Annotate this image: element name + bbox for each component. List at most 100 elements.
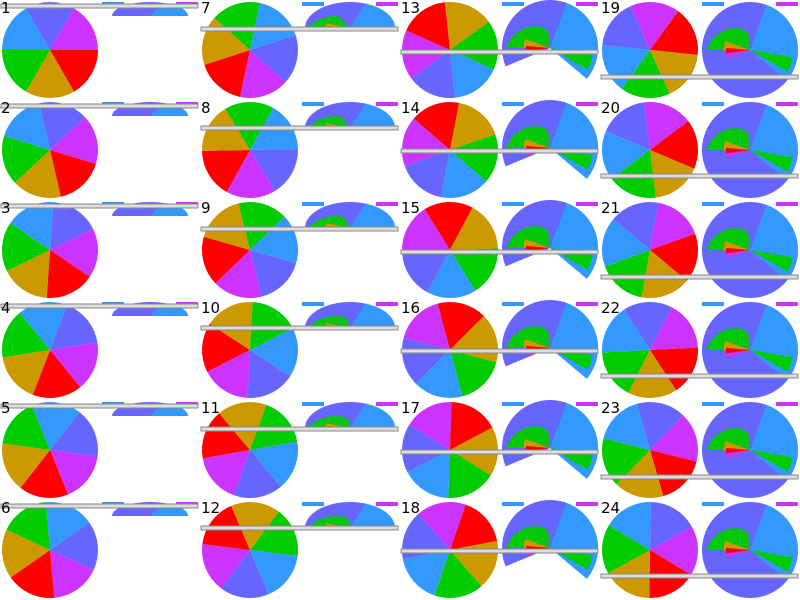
fan-step — [524, 426, 550, 448]
fan-step — [738, 428, 750, 450]
pie-wedge — [250, 328, 298, 377]
fan-step — [720, 130, 750, 150]
fan-step — [325, 416, 350, 428]
fan-step — [338, 116, 350, 128]
fan-step — [520, 528, 550, 548]
fan-part — [150, 102, 188, 116]
cell-label: 4 — [1, 299, 11, 317]
pie-wedge — [2, 443, 51, 488]
fan-step — [531, 525, 550, 548]
pie-wedge — [219, 401, 267, 450]
pie-wedge — [437, 302, 484, 350]
fan-part — [150, 402, 188, 416]
pie-wedge — [450, 504, 498, 550]
fan-step — [538, 26, 550, 48]
bar-outline — [200, 226, 399, 232]
cell-label: 14 — [401, 99, 420, 117]
fan-step — [727, 227, 750, 250]
pie-wedge — [650, 526, 698, 575]
pie-wedge — [602, 6, 650, 50]
fan-step — [527, 225, 550, 248]
fan-step — [746, 231, 750, 250]
pie-wedge — [50, 150, 96, 197]
fan-step — [717, 432, 750, 450]
fan-step — [720, 30, 750, 50]
fan-step — [338, 516, 350, 528]
pie-wedge — [50, 450, 98, 495]
pie-wedge — [418, 502, 466, 550]
marker — [376, 502, 398, 506]
pie-wedge — [602, 219, 650, 267]
fan-step — [341, 316, 350, 328]
fan-step — [531, 325, 550, 348]
bar-outline — [600, 573, 799, 579]
pie-wedge — [238, 201, 285, 250]
bar-outline — [0, 403, 199, 409]
pie-wedge — [650, 11, 698, 56]
marker — [502, 2, 524, 6]
fan-step — [723, 340, 750, 350]
marker — [776, 2, 798, 6]
fan-step — [543, 128, 550, 148]
fan-step — [724, 128, 750, 150]
fan-step — [727, 27, 750, 50]
marker — [702, 102, 724, 106]
fan-part — [150, 302, 188, 316]
pie-wedge — [644, 102, 689, 150]
cell: 7 — [200, 0, 399, 99]
fan-step — [720, 530, 750, 550]
cell-label: 16 — [401, 299, 420, 317]
marker — [576, 502, 598, 506]
fan-step — [325, 116, 350, 128]
bar-outline — [200, 525, 399, 531]
fan-part — [350, 3, 395, 29]
fan-step — [727, 327, 750, 350]
pie-wedge — [250, 550, 298, 595]
fan-step — [524, 526, 550, 548]
pie-wedge — [250, 35, 298, 83]
fan-step — [734, 127, 750, 150]
fan-step — [723, 540, 750, 550]
fan-step — [325, 16, 350, 28]
marker — [376, 302, 398, 306]
pie-wedge — [250, 441, 298, 487]
pie-wedge — [20, 450, 68, 498]
cell-label: 5 — [1, 399, 11, 417]
marker — [776, 402, 798, 406]
fan-step — [738, 128, 750, 150]
cell-label: 7 — [201, 0, 211, 17]
pie-wedge — [404, 150, 450, 198]
pie-wedge — [630, 1, 679, 50]
fan-step — [743, 530, 750, 550]
pie-wedge — [427, 250, 476, 298]
pie-wedge — [45, 502, 90, 550]
fan-step — [746, 31, 750, 50]
cell-label: 19 — [601, 0, 620, 17]
fan-step — [726, 150, 750, 159]
fan-step — [329, 16, 350, 28]
cell-label: 20 — [601, 99, 620, 117]
pie-wedge — [402, 424, 450, 473]
pie-wedge — [10, 550, 55, 598]
fan-step — [538, 226, 550, 248]
pie-wedge — [450, 134, 499, 182]
fan-step — [335, 115, 350, 128]
fan-step — [335, 415, 350, 428]
cell-label: 6 — [1, 499, 11, 517]
fan-part — [150, 2, 188, 17]
fan-step — [534, 325, 550, 348]
fan-step — [541, 527, 550, 548]
cell: 18 — [400, 499, 599, 598]
fan-step — [332, 215, 350, 228]
pie-wedge — [650, 415, 698, 462]
bar-outline — [0, 203, 199, 209]
cell: 6 — [0, 499, 199, 598]
fan-step — [543, 428, 550, 448]
fan-step — [322, 317, 350, 328]
pie-wedge — [403, 303, 450, 350]
pie-wedge — [250, 511, 298, 556]
marker — [376, 102, 398, 106]
marker — [702, 402, 724, 406]
fan-step — [322, 17, 350, 28]
fan-step — [750, 250, 793, 272]
